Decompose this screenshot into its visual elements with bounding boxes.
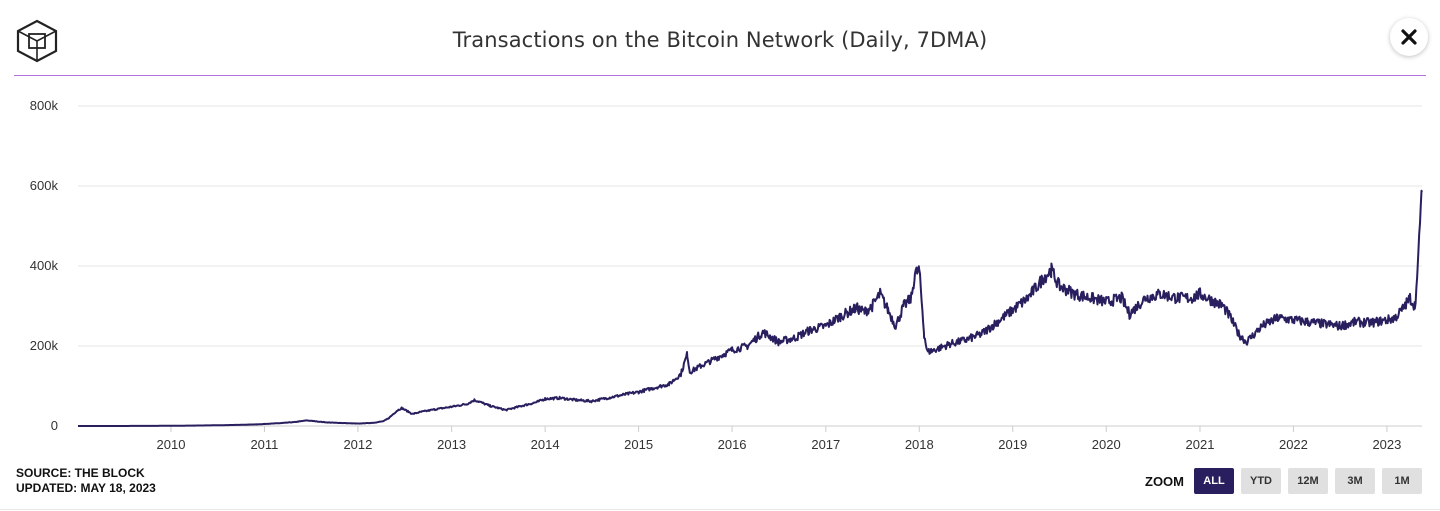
zoom-label: ZOOM — [1145, 473, 1184, 489]
x-tick-label: 2022 — [1279, 437, 1308, 452]
page-title: Transactions on the Bitcoin Network (Dai… — [452, 28, 988, 52]
x-tick-label: 2018 — [905, 437, 934, 452]
x-tick-label: 2015 — [624, 437, 653, 452]
x-tick-label: 2014 — [531, 437, 560, 452]
y-tick-label: 0 — [51, 418, 58, 433]
y-tick-label: 600k — [30, 178, 59, 193]
x-tick-label: 2020 — [1092, 437, 1121, 452]
series-layer — [77, 189, 1423, 427]
close-button[interactable] — [1390, 18, 1428, 56]
zoom-all-button[interactable]: ALL — [1194, 468, 1234, 494]
x-tick-label: 2017 — [811, 437, 840, 452]
x-tick-label: 2010 — [157, 437, 186, 452]
y-tick-label: 400k — [30, 258, 59, 273]
x-tick-label: 2019 — [998, 437, 1027, 452]
x-tick-label: 2012 — [343, 437, 372, 452]
y-tick-label: 800k — [30, 98, 59, 113]
zoom-controls: ZOOM ALL YTD 12M 3M 1M — [1145, 468, 1429, 494]
x-tick-label: 2023 — [1372, 437, 1401, 452]
zoom-12m-button[interactable]: 12M — [1288, 468, 1328, 494]
y-axis: 0 200k 400k 600k 800k — [30, 98, 59, 433]
x-axis: 2010 2011 2012 2013 2014 2015 2016 2017 2018 2019… — [157, 426, 1401, 452]
zoom-3m-button[interactable]: 3M — [1335, 468, 1375, 494]
zoom-1m-button[interactable]: 1M — [1382, 468, 1422, 494]
updated-text: UPDATED: MAY 18, 2023 — [16, 481, 156, 495]
y-tick-label: 200k — [30, 338, 59, 353]
cube-logo-icon — [16, 19, 58, 63]
grid-lines — [78, 105, 1422, 427]
x-tick-label: 2011 — [250, 437, 278, 452]
title-divider — [14, 75, 1426, 76]
close-icon — [1401, 29, 1417, 45]
x-tick-label: 2013 — [437, 437, 466, 452]
source-text: SOURCE: THE BLOCK — [16, 466, 145, 480]
zoom-ytd-button[interactable]: YTD — [1241, 468, 1281, 494]
x-tick-label: 2021 — [1186, 437, 1215, 452]
series-line — [77, 189, 1423, 427]
x-tick-label: 2016 — [718, 437, 747, 452]
source-note: SOURCE: THE BLOCK UPDATED: MAY 18, 2023 — [16, 466, 156, 496]
bottom-divider — [0, 509, 1440, 510]
